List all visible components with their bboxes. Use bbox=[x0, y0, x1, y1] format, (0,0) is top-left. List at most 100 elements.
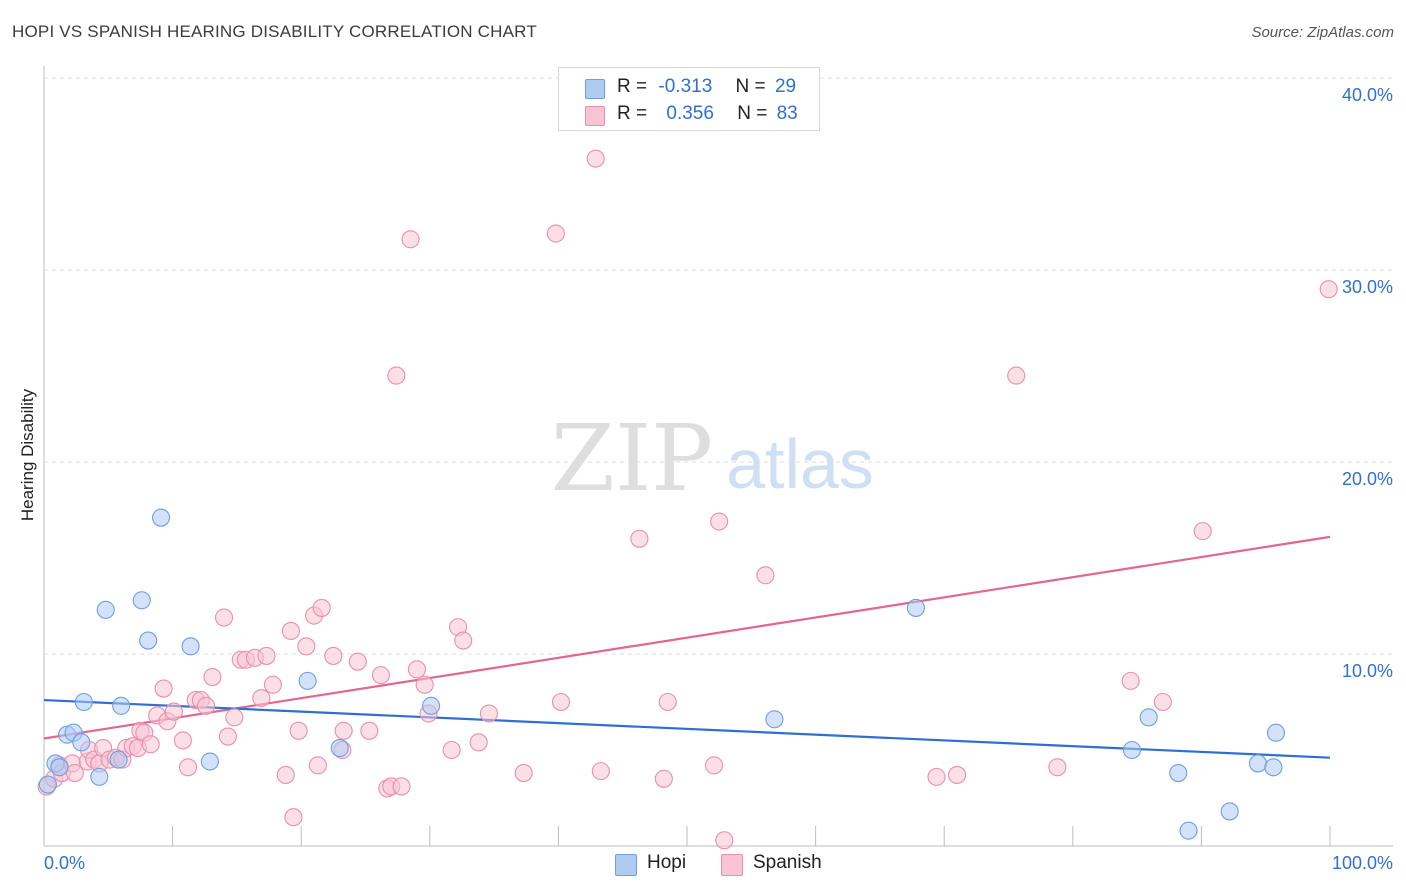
point-spanish bbox=[257, 646, 276, 665]
watermark: ZIP atlas bbox=[551, 405, 874, 512]
legend-n-label: N = bbox=[735, 76, 766, 97]
point-spanish bbox=[218, 727, 237, 746]
point-spanish bbox=[756, 566, 775, 585]
point-hopi bbox=[74, 692, 93, 712]
point-spanish bbox=[297, 637, 316, 656]
point-hopi bbox=[1248, 754, 1268, 773]
point-spanish bbox=[281, 621, 300, 641]
point-spanish bbox=[1319, 280, 1338, 299]
point-hopi bbox=[132, 591, 151, 610]
point-hopi bbox=[200, 752, 219, 771]
legend-swatch-spanish bbox=[721, 854, 743, 876]
y-tick-label: 20.0% bbox=[1342, 469, 1393, 489]
point-spanish bbox=[715, 831, 734, 850]
point-hopi bbox=[72, 733, 91, 752]
point-spanish bbox=[387, 366, 406, 385]
point-spanish bbox=[178, 758, 198, 777]
data-points bbox=[37, 149, 1338, 850]
point-spanish bbox=[1048, 758, 1067, 777]
legend-r-value: 0.356 bbox=[666, 103, 714, 124]
legend-label-spanish: Spanish bbox=[753, 852, 822, 873]
point-spanish bbox=[479, 704, 499, 723]
watermark-zip: ZIP bbox=[551, 405, 713, 512]
tick-labels: 10.0% 20.0% 30.0% 40.0% 0.0% 100.0% bbox=[44, 85, 1393, 873]
point-hopi bbox=[422, 696, 441, 715]
point-spanish bbox=[654, 769, 673, 788]
point-hopi bbox=[1220, 802, 1239, 821]
legend-swatch-hopi bbox=[585, 79, 605, 99]
point-hopi bbox=[1139, 708, 1158, 727]
point-spanish bbox=[1153, 692, 1172, 712]
point-spanish bbox=[173, 731, 192, 750]
point-hopi bbox=[1266, 723, 1286, 742]
point-spanish bbox=[442, 740, 461, 760]
x-tick-label: 0.0% bbox=[44, 853, 85, 873]
point-spanish bbox=[334, 721, 353, 740]
point-spanish bbox=[312, 598, 331, 617]
point-hopi bbox=[112, 696, 131, 715]
point-spanish bbox=[630, 529, 649, 548]
point-spanish bbox=[154, 679, 173, 698]
chart-title: HOPI VS SPANISH HEARING DISABILITY CORRE… bbox=[12, 22, 537, 41]
point-spanish bbox=[141, 735, 160, 754]
point-spanish bbox=[514, 763, 533, 783]
legend-r-value: -0.313 bbox=[658, 76, 713, 97]
point-hopi bbox=[96, 600, 115, 619]
point-hopi bbox=[906, 598, 925, 617]
point-spanish bbox=[214, 608, 234, 627]
point-spanish bbox=[710, 512, 729, 531]
point-spanish bbox=[454, 631, 473, 650]
legend-n-value: 83 bbox=[776, 103, 798, 124]
legend-r-label: R = bbox=[617, 76, 648, 97]
point-spanish bbox=[546, 224, 565, 243]
point-spanish bbox=[324, 646, 343, 665]
point-spanish bbox=[1121, 671, 1140, 690]
point-hopi bbox=[109, 750, 128, 769]
legend-swatch-hopi bbox=[615, 854, 637, 876]
point-hopi bbox=[1264, 758, 1283, 777]
point-spanish bbox=[196, 696, 216, 715]
point-spanish bbox=[289, 721, 308, 740]
point-spanish bbox=[225, 708, 244, 727]
point-spanish bbox=[704, 756, 724, 775]
point-spanish bbox=[1007, 366, 1026, 385]
y-tick-label: 40.0% bbox=[1342, 85, 1393, 105]
point-spanish bbox=[371, 666, 390, 685]
point-hopi bbox=[151, 508, 171, 527]
point-spanish bbox=[401, 230, 420, 249]
axes bbox=[43, 66, 1393, 847]
point-spanish bbox=[276, 765, 295, 785]
point-spanish bbox=[252, 689, 271, 708]
legend-label-hopi: Hopi bbox=[647, 852, 687, 873]
point-spanish bbox=[308, 756, 327, 775]
point-spanish bbox=[658, 692, 677, 712]
point-spanish bbox=[927, 767, 946, 786]
legend-swatch-spanish bbox=[585, 106, 605, 126]
point-spanish bbox=[284, 808, 303, 827]
x-tick-label: 100.0% bbox=[1332, 853, 1393, 873]
grid-lines bbox=[44, 77, 1393, 655]
point-hopi bbox=[1169, 763, 1188, 783]
point-spanish bbox=[469, 733, 488, 752]
watermark-atlas: atlas bbox=[726, 425, 874, 503]
point-hopi bbox=[181, 637, 200, 656]
trend-line-hopi bbox=[43, 698, 1331, 759]
point-hopi bbox=[765, 710, 784, 729]
correlation-legend: R = -0.313 N = 29 R = 0.356 N = 83 bbox=[558, 67, 820, 131]
point-spanish bbox=[164, 702, 183, 721]
point-spanish bbox=[360, 721, 379, 740]
point-spanish bbox=[948, 765, 967, 785]
point-spanish bbox=[407, 660, 426, 679]
point-hopi bbox=[38, 775, 57, 794]
point-spanish bbox=[591, 762, 610, 781]
y-axis-label: Hearing Disability bbox=[18, 388, 37, 522]
point-spanish bbox=[586, 149, 605, 168]
point-hopi bbox=[139, 631, 158, 650]
legend-n-value: 29 bbox=[774, 76, 797, 97]
y-tick-label: 30.0% bbox=[1342, 277, 1393, 297]
legend-r-label: R = bbox=[617, 103, 648, 124]
point-hopi bbox=[1122, 740, 1142, 760]
point-spanish bbox=[392, 777, 411, 796]
point-hopi bbox=[330, 739, 349, 758]
point-hopi bbox=[1179, 821, 1198, 840]
